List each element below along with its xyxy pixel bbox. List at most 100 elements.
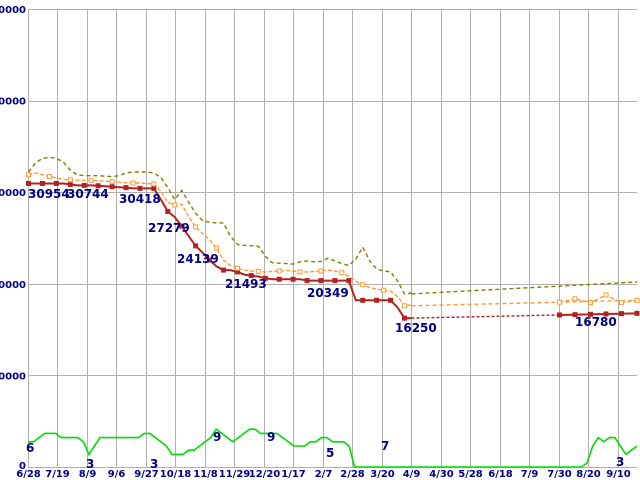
series-marker-primary [137,185,143,191]
x-axis-tick-label: 6/28 [16,469,41,480]
series-marker-primary [67,181,73,187]
x-axis-tick-label: 1/17 [281,469,306,480]
series-marker-secondary-forecast [634,297,640,303]
x-axis-tick-label: 6/18 [488,469,513,480]
series-marker-secondary [339,270,345,276]
x-axis-tick-label: 4/9 [403,469,421,480]
x-axis-tick-label: 7/9 [521,469,539,480]
series-marker-primary-forecast [603,311,609,317]
volume-value-label: 3 [86,457,94,471]
forecast-line-secondary-tail [559,294,638,304]
series-marker-primary [304,278,310,284]
x-axis-tick-label: 2/7 [315,469,333,480]
series-marker-primary [374,297,380,303]
y-axis-tick-label: 40000 [0,97,26,108]
volume-series [28,428,638,468]
series-marker-primary [95,183,101,189]
data-series [27,156,412,320]
series-line-tertiary [27,156,412,295]
y-axis-tick-label: 10000 [0,371,26,382]
series-markers [26,172,640,321]
x-axis-tick-label: 10/18 [160,469,192,480]
series-marker-primary [276,276,282,282]
series-marker-secondary [255,268,261,274]
x-axis-tick-label: 9/10 [606,469,631,480]
series-marker-secondary-forecast [572,296,578,302]
x-axis-tick-label: 7/30 [547,469,572,480]
x-axis-tick-label: 9/27 [134,469,159,480]
series-marker-secondary [109,179,115,185]
series-marker-primary [332,278,338,284]
series-marker-primary [360,297,366,303]
series-marker-secondary [46,174,52,180]
volume-value-labels: 6 3 3 9 9 5 7 3 [26,430,624,471]
series-marker-secondary [214,245,220,251]
series-marker-secondary [130,180,136,186]
x-axis-tick-label: 7/19 [45,469,70,480]
series-marker-primary [248,273,254,279]
volume-value-label: 9 [213,430,221,444]
x-axis-tick-label: 11/8 [193,469,218,480]
volume-line [28,428,638,468]
x-axis-tick-label: 9/6 [108,469,126,480]
volume-value-label: 5 [326,446,334,460]
series-marker-primary [123,185,129,191]
data-value-label: 30744 [67,187,109,201]
series-marker-primary [165,208,171,214]
series-marker-primary [220,267,226,273]
x-axis-tick-label: 4/30 [429,469,454,480]
data-value-label: 30954 [28,187,70,201]
series-marker-primary [193,243,199,249]
series-marker-primary-forecast [634,310,640,316]
x-axis-tick-label: 8/9 [79,469,97,480]
series-marker-primary [39,180,45,186]
series-marker-secondary-forecast [557,299,562,305]
series-marker-primary [179,223,185,229]
series-marker-secondary [88,177,94,183]
series-marker-primary [318,278,324,284]
series-marker-primary [109,184,115,190]
series-marker-secondary-forecast [588,299,593,305]
x-axis-tick-label: 11/29 [219,469,251,480]
volume-value-label: 3 [150,457,158,471]
data-value-label: 20349 [307,286,349,300]
forecast-series [411,281,638,319]
y-axis-tick-label: 20000 [0,280,26,291]
series-marker-secondary [318,268,324,274]
data-value-label: 21493 [225,277,267,291]
series-marker-secondary [26,172,31,178]
data-value-label: 27279 [148,221,190,235]
series-marker-primary [388,297,394,303]
series-marker-secondary [151,181,157,187]
series-marker-primary-forecast [588,311,593,317]
volume-value-label: 6 [26,441,34,455]
volume-value-label: 3 [616,455,624,469]
series-marker-primary [151,185,157,191]
data-value-label: 24139 [177,252,219,266]
series-marker-secondary [381,287,387,293]
series-marker-primary [346,278,352,284]
series-marker-primary [26,180,31,186]
x-axis-tick-label: 12/20 [249,469,281,480]
data-value-label: 16780 [575,315,617,329]
series-marker-primary [81,182,87,188]
series-line-secondary [28,172,412,307]
x-axis-tick-label: 3/20 [370,469,395,480]
y-axis-tick-label: 30000 [0,188,26,199]
x-axis-tick-label: 2/28 [340,469,365,480]
y-axis-tick-label: 50000 [0,5,26,16]
series-marker-secondary [193,224,199,230]
grid-lines [28,9,637,468]
series-marker-primary-forecast [557,312,562,318]
forecast-line-secondary-forecast [411,299,638,307]
series-marker-secondary [172,202,178,208]
series-marker-primary [207,257,213,263]
data-value-label: 30418 [119,192,161,206]
series-line-primary [28,182,412,320]
y-axis-tick-label: 0 [19,461,26,472]
series-marker-secondary [276,268,282,274]
